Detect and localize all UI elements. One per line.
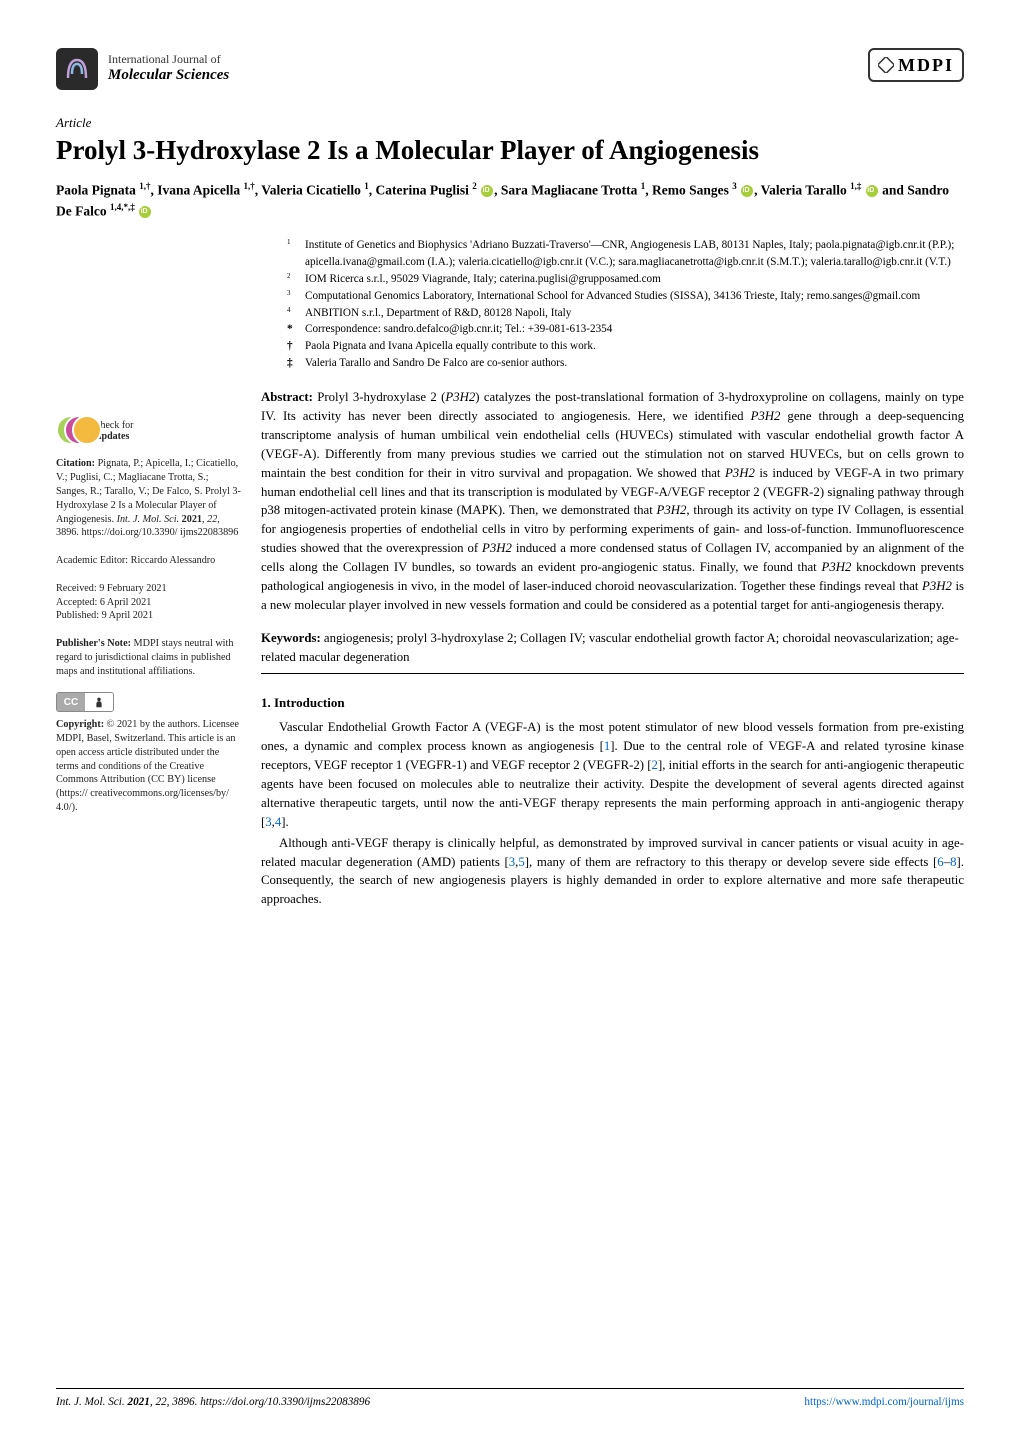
affiliation-row: 2IOM Ricerca s.r.l., 95029 Viagrande, It… [287, 271, 964, 288]
author-note-row: *Correspondence: sandro.defalco@igb.cnr.… [287, 321, 964, 338]
affiliations-list: 1Institute of Genetics and Biophysics 'A… [287, 237, 964, 371]
keywords-rule [261, 673, 964, 674]
dates-block: Received: 9 February 2021 Accepted: 6 Ap… [56, 582, 241, 623]
license-block: CC Copyright: © 2021 by the authors. Lic… [56, 692, 241, 814]
check-updates-badge[interactable]: check forupdates [56, 415, 241, 447]
page-header: International Journal of Molecular Scien… [56, 48, 964, 90]
article-type: Article [56, 114, 964, 132]
footer-right[interactable]: https://www.mdpi.com/journal/ijms [804, 1395, 964, 1410]
cc-by-badge-icon: CC [56, 692, 114, 712]
author-list: Paola Pignata 1,†, Ivana Apicella 1,†, V… [56, 180, 964, 222]
main-content: 1Institute of Genetics and Biophysics 'A… [261, 237, 964, 911]
affiliation-row: 3Computational Genomics Laboratory, Inte… [287, 288, 964, 305]
keywords: Keywords: angiogenesis; prolyl 3-hydroxy… [261, 629, 964, 667]
page-footer: Int. J. Mol. Sci. 2021, 22, 3896. https:… [56, 1388, 964, 1410]
journal-name-top: International Journal of [108, 53, 229, 67]
abstract: Abstract: Prolyl 3-hydroxylase 2 (P3H2) … [261, 388, 964, 615]
author-note-row: ‡Valeria Tarallo and Sandro De Falco are… [287, 355, 964, 372]
author-note-row: †Paola Pignata and Ivana Apicella equall… [287, 338, 964, 355]
received-date: Received: 9 February 2021 [56, 582, 241, 596]
published-date: Published: 9 April 2021 [56, 609, 241, 623]
affiliation-row: 4ANBITION s.r.l., Department of R&D, 801… [287, 305, 964, 322]
accepted-date: Accepted: 6 April 2021 [56, 596, 241, 610]
section-heading: 1. Introduction [261, 694, 964, 712]
metadata-sidebar: check forupdates Citation: Pignata, P.; … [56, 237, 241, 911]
intro-paragraph-1: Vascular Endothelial Growth Factor A (VE… [261, 718, 964, 832]
affiliation-row: 1Institute of Genetics and Biophysics 'A… [287, 237, 964, 271]
publisher-logo: MDPI [868, 48, 964, 82]
introduction-section: 1. Introduction Vascular Endothelial Gro… [261, 694, 964, 909]
publisher-logo-text: MDPI [898, 53, 954, 77]
journal-name: International Journal of Molecular Scien… [108, 53, 229, 84]
editor-block: Academic Editor: Riccardo Alessandro [56, 554, 241, 568]
check-updates-icon [56, 415, 88, 447]
journal-logo-icon [56, 48, 98, 90]
footer-left: Int. J. Mol. Sci. 2021, 22, 3896. https:… [56, 1395, 370, 1410]
intro-paragraph-2: Although anti-VEGF therapy is clinically… [261, 834, 964, 910]
journal-block: International Journal of Molecular Scien… [56, 48, 229, 90]
publisher-note: Publisher's Note: MDPI stays neutral wit… [56, 637, 241, 678]
journal-name-bottom: Molecular Sciences [108, 67, 229, 84]
copyright-text: Copyright: © 2021 by the authors. Licens… [56, 718, 241, 814]
article-title: Prolyl 3-Hydroxylase 2 Is a Molecular Pl… [56, 134, 964, 166]
citation-block: Citation: Pignata, P.; Apicella, I.; Cic… [56, 457, 241, 540]
